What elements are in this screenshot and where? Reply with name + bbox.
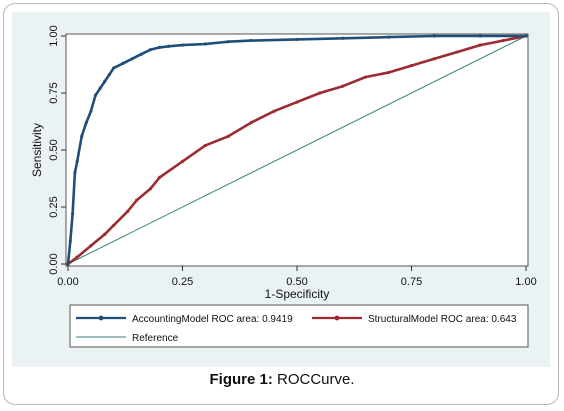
legend-box (69, 304, 529, 348)
y-tick-label: 0.00 (48, 253, 60, 274)
data-point (249, 121, 253, 125)
data-point (249, 38, 253, 43)
data-point (455, 50, 459, 54)
data-point (295, 100, 299, 104)
x-tick-label: 0.50 (286, 276, 307, 288)
data-point (112, 223, 116, 227)
data-point (167, 44, 171, 48)
data-point (432, 34, 436, 38)
data-point (226, 134, 230, 138)
data-point (364, 75, 368, 79)
legend-marker-0 (98, 315, 104, 321)
data-point (524, 34, 528, 38)
data-point (295, 37, 299, 42)
data-point (432, 57, 436, 61)
series-line-2 (67, 35, 527, 265)
y-tick-label: 0.25 (48, 196, 60, 217)
y-tick-label: 0.75 (48, 82, 60, 103)
data-point (89, 109, 93, 113)
data-point (341, 36, 345, 40)
data-point (387, 35, 391, 39)
data-point (68, 239, 72, 243)
y-tick-label: 0.50 (48, 139, 60, 160)
data-point (84, 121, 88, 125)
data-point (478, 43, 482, 47)
data-point (180, 159, 185, 163)
data-point (112, 66, 116, 70)
data-point (318, 91, 322, 95)
data-point (409, 64, 414, 68)
data-point (70, 212, 75, 216)
legend-marker-1 (334, 315, 340, 321)
legend: AccountingModel ROC area: 0.9419 Structur… (69, 304, 529, 348)
x-tick-label: 0.00 (57, 276, 78, 288)
data-point (107, 73, 111, 77)
series-layer (66, 34, 528, 266)
x-tick-label: 1.00 (515, 276, 536, 288)
caption-label: Figure 1: (209, 371, 273, 388)
legend-label-1: StructuralModel ROC area: 0.643 (368, 314, 517, 325)
figure-caption: Figure 1: ROCCurve. (0, 371, 564, 388)
data-point (89, 244, 93, 248)
data-point (125, 209, 130, 214)
data-point (158, 45, 162, 50)
data-point (103, 80, 107, 84)
data-point (103, 232, 107, 236)
data-point (478, 34, 482, 38)
data-point (180, 43, 185, 47)
data-point (75, 159, 79, 163)
data-point (272, 109, 276, 113)
data-point (203, 42, 207, 46)
x-axis: 0.00 0.25 0.50 0.75 1.00 (57, 266, 537, 288)
data-point (341, 84, 345, 88)
x-tick-label: 0.75 (401, 276, 422, 288)
data-point (226, 40, 230, 44)
data-point (93, 93, 98, 97)
data-point (75, 255, 79, 259)
x-axis-label: 1-Specificity (265, 287, 330, 301)
data-point (501, 38, 505, 43)
data-point (73, 171, 77, 175)
legend-label-2: Reference (132, 333, 179, 344)
data-point (121, 61, 125, 65)
data-point (387, 70, 391, 75)
data-point (158, 175, 162, 179)
y-axis: 0.00 0.25 0.50 0.75 1.00 (48, 25, 66, 275)
data-point (203, 143, 207, 148)
y-tick-label: 1.00 (48, 25, 60, 46)
data-point (130, 57, 134, 61)
data-point (66, 262, 70, 266)
data-point (80, 134, 84, 138)
caption-text: ROCCurve. (277, 371, 355, 388)
data-point (148, 187, 153, 191)
data-point (148, 48, 153, 52)
x-tick-label: 0.25 (172, 276, 193, 288)
data-point (98, 86, 102, 91)
y-axis-label: Sensitivity (30, 123, 44, 177)
legend-label-0: AccountingModel ROC area: 0.9419 (132, 314, 293, 325)
data-point (135, 198, 139, 202)
data-point (139, 52, 143, 56)
